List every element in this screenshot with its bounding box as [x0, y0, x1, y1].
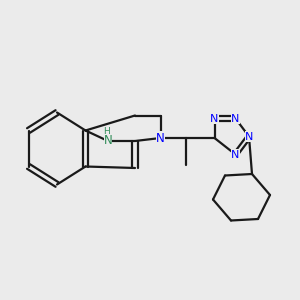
Text: H: H — [103, 128, 110, 136]
Text: N: N — [231, 149, 240, 160]
Text: N: N — [245, 131, 253, 142]
Text: N: N — [210, 113, 219, 124]
Text: N: N — [103, 134, 112, 148]
Text: N: N — [156, 131, 165, 145]
Text: N: N — [231, 113, 240, 124]
